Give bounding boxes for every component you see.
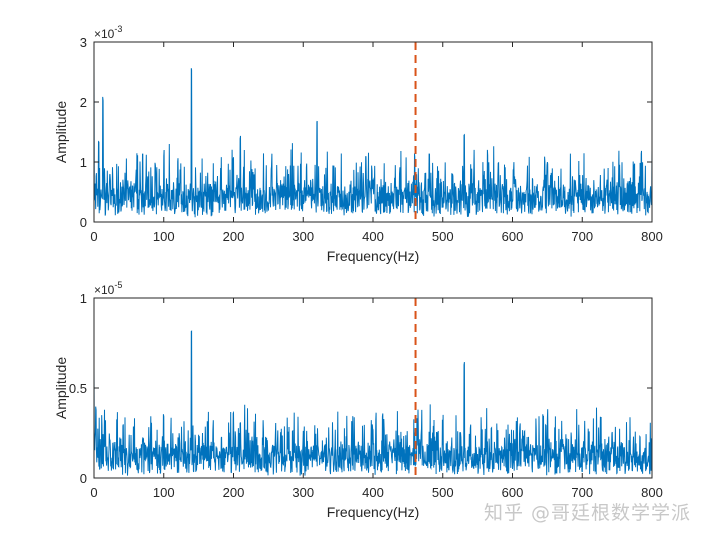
x-tick-label: 400 [362, 229, 384, 244]
x-tick-label: 800 [641, 229, 663, 244]
x-tick-label: 0 [90, 485, 97, 500]
x-tick-label: 100 [153, 485, 175, 500]
x-tick-label: 100 [153, 229, 175, 244]
y-tick-label: 3 [80, 35, 87, 50]
y-tick-label: 0 [80, 215, 87, 230]
x-tick-label: 500 [432, 229, 454, 244]
x-tick-label: 800 [641, 485, 663, 500]
watermark: 知乎 @哥廷根数学学派 [484, 502, 692, 524]
subplot-2: 0 100 200 300 400 500 600 700 800 0 0.5 1 Frequency(… [53, 280, 663, 520]
y-tick-label: 1 [80, 291, 87, 306]
x-tick-label: 300 [292, 485, 314, 500]
y-tick-label: 0 [80, 471, 87, 486]
exponent-label: ×10-3 [94, 24, 122, 41]
x-tick-label: 200 [223, 229, 245, 244]
x-tick-label: 700 [571, 229, 593, 244]
x-tick-label: 200 [223, 485, 245, 500]
amplitude-series [93, 330, 653, 476]
exponent-label: ×10-5 [94, 280, 122, 297]
y-tick-label: 2 [80, 95, 87, 110]
amplitude-series [93, 61, 653, 218]
x-tick-label: 400 [362, 485, 384, 500]
x-tick-label: 300 [292, 229, 314, 244]
exponent-value: -3 [114, 24, 122, 34]
y-axis-label: Amplitude [53, 357, 69, 419]
x-tick-label: 600 [502, 485, 524, 500]
x-axis-label: Frequency(Hz) [327, 248, 420, 264]
exponent-value: -5 [114, 280, 122, 290]
x-tick-label: 600 [502, 229, 524, 244]
x-tick-label: 0 [90, 229, 97, 244]
y-axis-label: Amplitude [53, 101, 69, 163]
subplot-1: 0 100 200 300 400 500 600 700 800 0 1 2 3 Frequency(H… [53, 24, 663, 264]
x-tick-label: 700 [571, 485, 593, 500]
y-tick-label: 1 [80, 155, 87, 170]
y-tick-label: 0.5 [69, 381, 87, 396]
x-axis-label: Frequency(Hz) [327, 504, 420, 520]
x-tick-label: 500 [432, 485, 454, 500]
